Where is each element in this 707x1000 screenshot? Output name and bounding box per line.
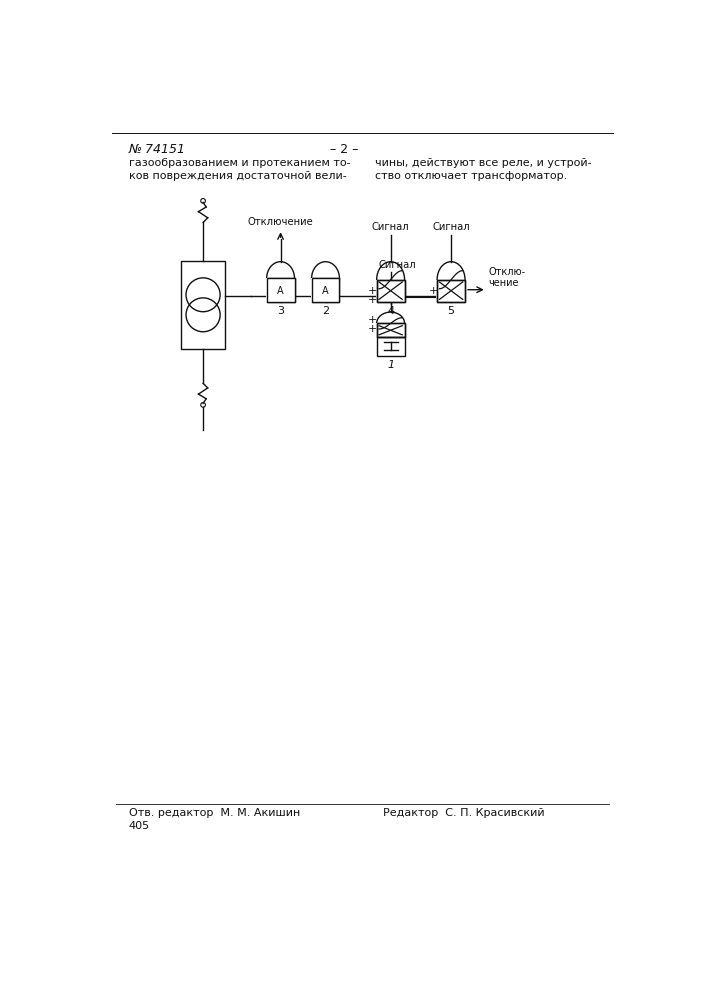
- Text: +: +: [368, 286, 378, 296]
- Text: Сигнал: Сигнал: [372, 222, 409, 232]
- Text: чины, действуют все реле, и устрой-: чины, действуют все реле, и устрой-: [375, 158, 592, 168]
- Text: 405: 405: [129, 821, 150, 831]
- FancyBboxPatch shape: [376, 323, 405, 338]
- Text: +: +: [428, 286, 438, 296]
- Text: 5: 5: [448, 306, 455, 316]
- FancyBboxPatch shape: [266, 278, 296, 302]
- Text: А: А: [277, 286, 284, 296]
- Text: +: +: [368, 315, 378, 325]
- Text: А: А: [322, 286, 329, 296]
- FancyBboxPatch shape: [376, 280, 405, 302]
- FancyBboxPatch shape: [311, 278, 340, 302]
- Text: ство отключает трансформатор.: ство отключает трансформатор.: [375, 171, 568, 181]
- Text: Редактор  С. П. Красивский: Редактор С. П. Красивский: [383, 808, 544, 818]
- Text: Отклю-
чение: Отклю- чение: [489, 267, 525, 288]
- Text: газообразованием и протеканием то-: газообразованием и протеканием то-: [129, 158, 350, 168]
- Text: № 74151: № 74151: [129, 143, 186, 156]
- Text: – 2 –: – 2 –: [330, 143, 358, 156]
- Text: Сигнал: Сигнал: [432, 222, 470, 232]
- Text: 4: 4: [387, 306, 395, 316]
- Text: +: +: [368, 295, 378, 305]
- Text: 1: 1: [387, 360, 395, 370]
- FancyBboxPatch shape: [436, 280, 466, 302]
- Text: ков повреждения достаточной вели-: ков повреждения достаточной вели-: [129, 171, 346, 181]
- Text: Отв. редактор  М. М. Акишин: Отв. редактор М. М. Акишин: [129, 808, 300, 818]
- Text: +: +: [368, 324, 378, 334]
- Text: Сигнал: Сигнал: [378, 260, 416, 270]
- Text: 3: 3: [277, 306, 284, 316]
- Text: Отключение: Отключение: [247, 217, 313, 227]
- Text: 2: 2: [322, 306, 329, 316]
